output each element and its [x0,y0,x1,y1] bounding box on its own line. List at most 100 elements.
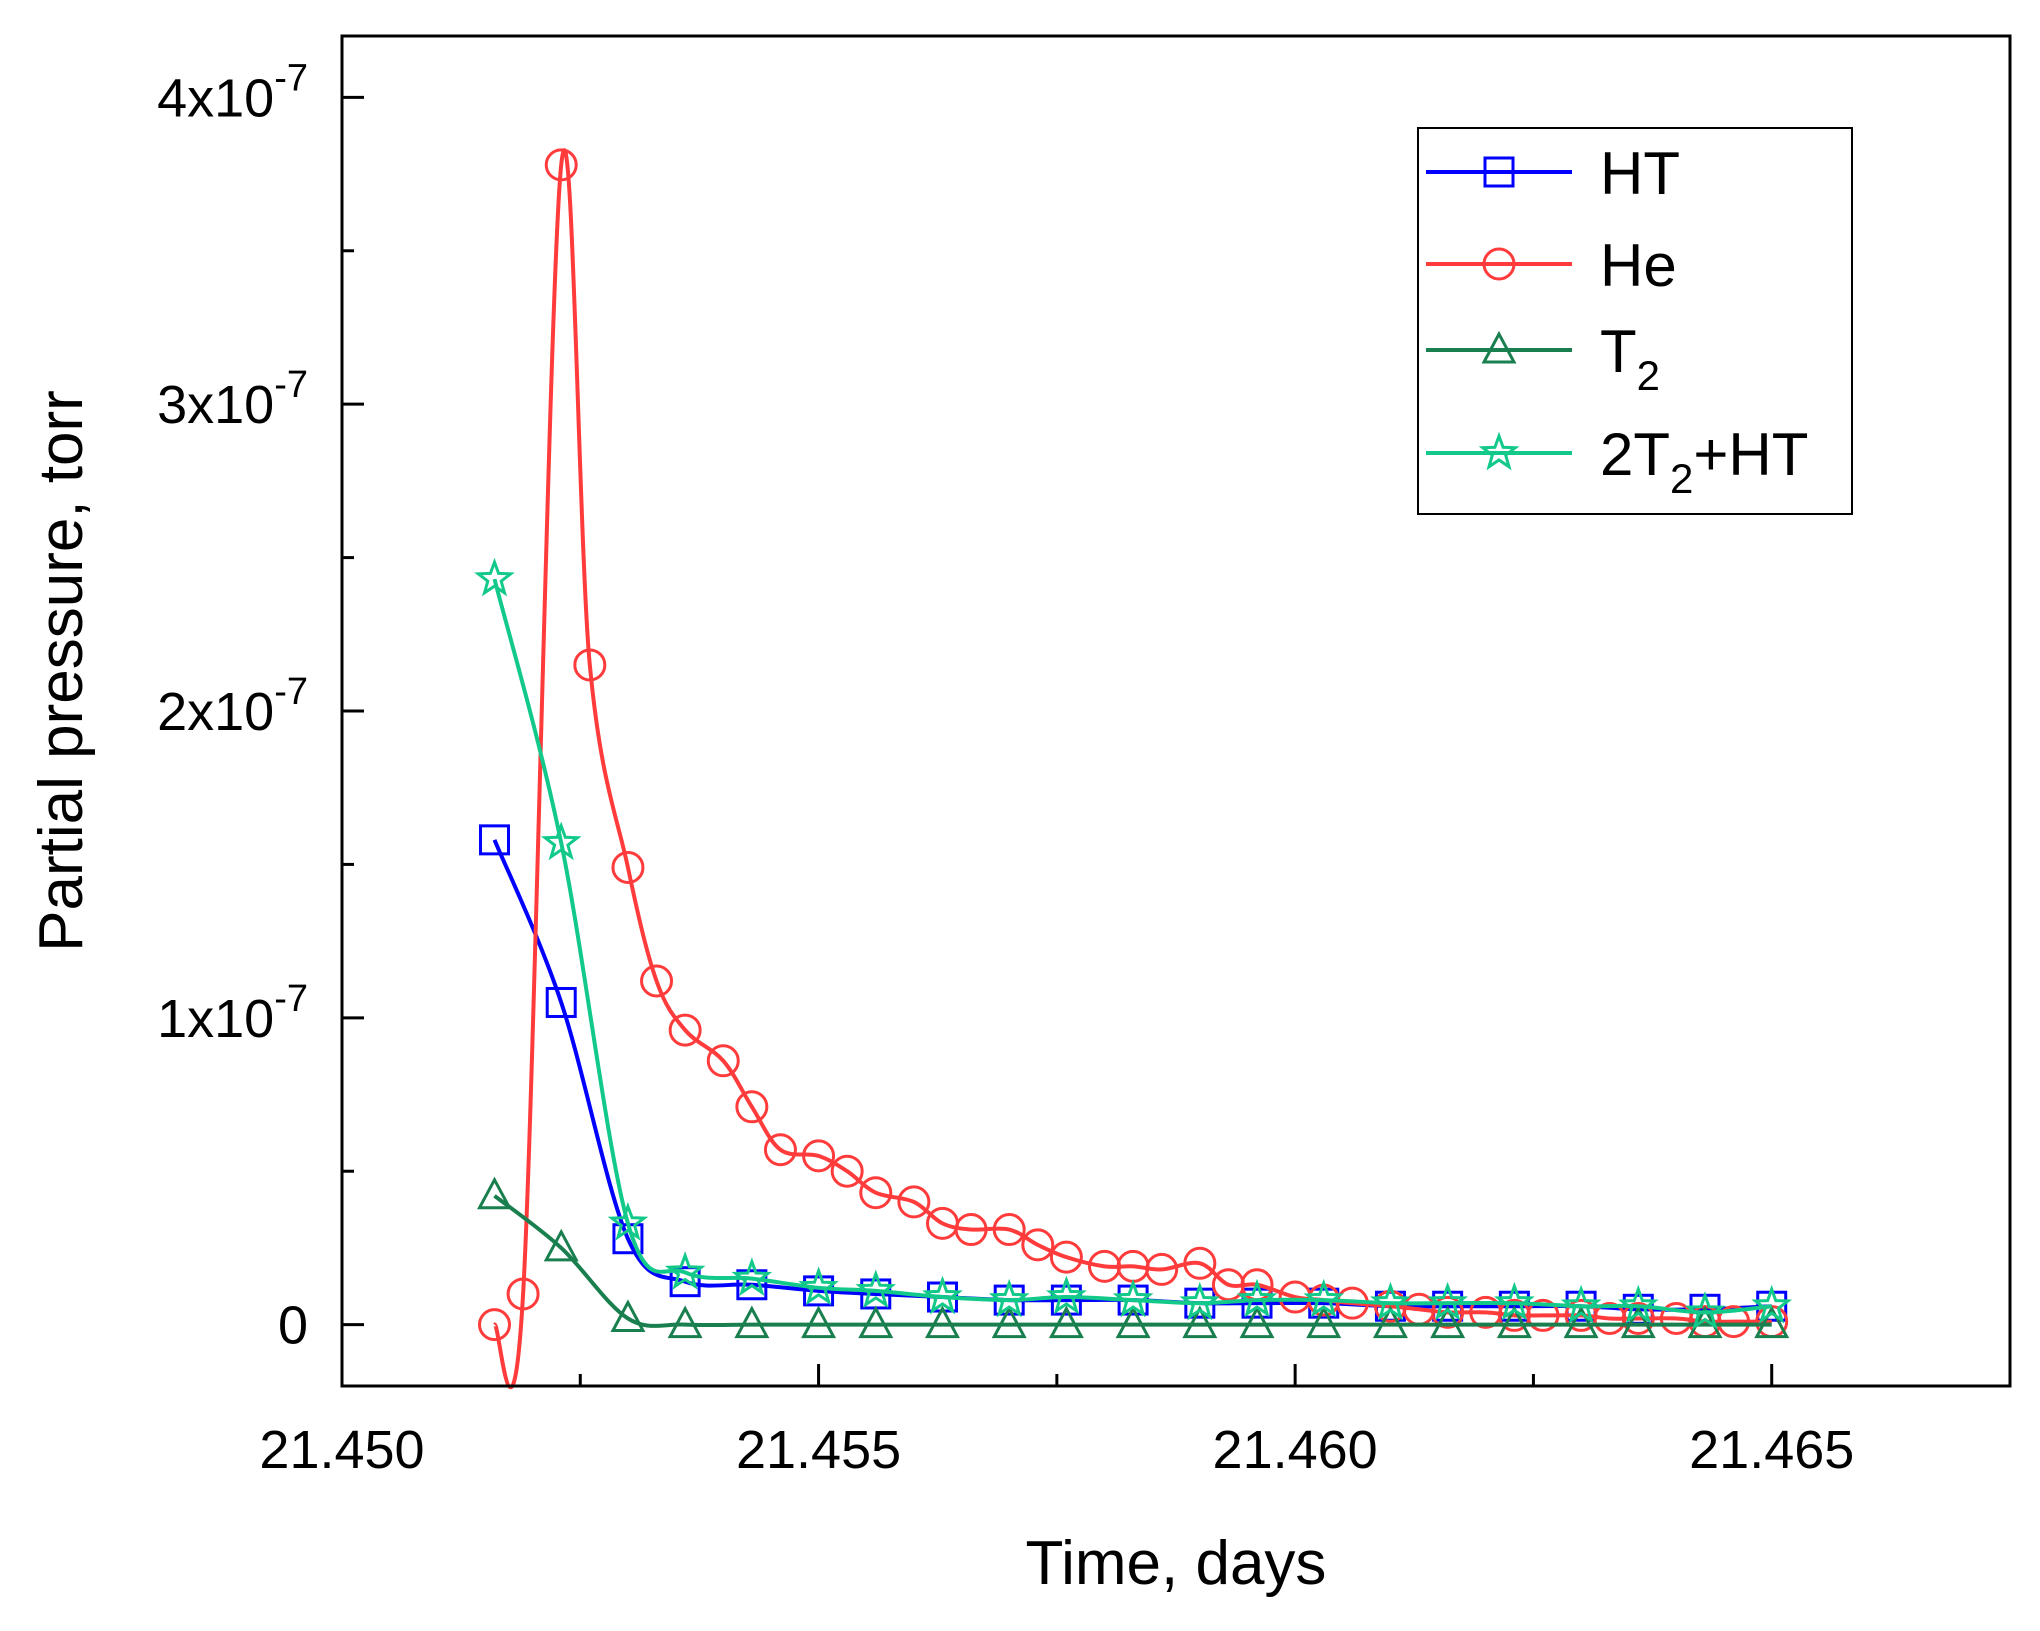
data-point-t2 [610,1299,646,1332]
data-point-he [1621,1302,1655,1335]
data-point-2t2-ht [1046,1275,1087,1315]
data-point-he [1049,1240,1083,1274]
data-point-he [478,1308,512,1342]
series-t2 [476,1176,1790,1339]
legend-marker-triangle-icon [1481,330,1517,364]
data-point-2t2-ht [474,557,515,597]
y-tick-label: 4x10-7 [157,57,308,128]
data-point-2t2-ht [731,1257,773,1296]
data-point-t2 [858,1305,894,1339]
legend-item-ht: HT [1426,140,1680,207]
data-point-t2 [1563,1305,1599,1339]
data-point-ht [1050,1284,1082,1316]
data-point-he [859,1176,893,1210]
data-point-he [573,648,607,682]
legend-box [1417,127,1853,515]
x-tick-label: 21.450 [259,1420,424,1480]
data-point-t2 [1754,1305,1790,1339]
data-point-he [706,1044,740,1078]
x-tick-label: 21.455 [736,1420,901,1480]
y-tick-mantissa: 2x10 [157,682,274,742]
data-point-2t2-ht [1427,1281,1468,1321]
data-point-2t2-ht [1112,1278,1154,1318]
data-point-ht [736,1269,768,1301]
data-point-t2 [801,1305,837,1339]
data-point-2t2-ht [1236,1278,1278,1318]
y-tick-exponent: -7 [274,671,308,713]
data-point-2t2-ht [798,1266,839,1306]
legend-label-base: HT [1600,140,1680,207]
series-line-ht [492,839,1772,1312]
data-point-ht [545,986,577,1018]
data-point-he [763,1133,797,1167]
legend-marker-circle-icon [1482,247,1516,281]
y-tick-label: 3x10-7 [157,364,308,435]
y-tick-mantissa: 1x10 [157,989,274,1049]
legend-marker-star-icon [1478,431,1520,471]
data-point-he [992,1213,1026,1247]
data-point-2t2-ht [1751,1284,1793,1324]
data-point-t2 [1372,1305,1408,1339]
data-point-2t2-ht [1179,1281,1221,1321]
series-2t2-ht [474,557,1793,1330]
data-point-t2 [924,1305,960,1339]
data-point-t2 [1496,1305,1532,1339]
legend-item-t2: T2 [1426,318,1660,399]
x-tick-label: 21.465 [1689,1420,1854,1480]
legend-label: HT [1600,140,1680,207]
y-tick-label: 1x10-7 [157,978,308,1049]
data-point-2t2-ht [1617,1284,1659,1324]
data-point-ht [479,824,511,856]
y-tick-mantissa: 3x10 [157,375,274,435]
y-tick-label: 2x10-7 [157,671,308,742]
series-ht [479,824,1788,1325]
data-point-he [611,850,645,884]
legend-marker-square-icon [1483,156,1515,188]
legend-label: T2 [1600,318,1660,399]
y-tick-exponent: -7 [274,978,308,1020]
legend-label-base: He [1600,232,1677,299]
data-point-he [668,1013,702,1047]
data-point-t2 [1182,1305,1218,1339]
y-tick-exponent: -7 [274,57,308,99]
data-point-t2 [734,1305,770,1339]
data-point-t2 [1239,1305,1275,1339]
data-point-t2 [1620,1305,1656,1339]
legend-item-he: He [1426,232,1677,299]
data-point-he [897,1185,931,1219]
data-point-t2 [667,1305,703,1339]
axes-layer: 21.450 21.455 21.460 21.46501x10-72x10-73x1… [157,57,2012,1480]
x-axis-title: Time, days [1026,1529,1327,1598]
data-point-2t2-ht [988,1278,1030,1318]
data-point-2t2-ht [540,821,582,861]
data-point-he [954,1213,988,1247]
data-point-he [802,1139,836,1173]
data-point-he [1431,1295,1465,1329]
series-line-t2 [493,1194,1772,1328]
series-layer [474,148,1793,1390]
y-axis-title: Partial pressure, torr [27,390,96,952]
data-point-t2 [1306,1305,1342,1339]
data-point-t2 [1048,1305,1084,1339]
data-point-t2 [476,1176,513,1210]
data-point-2t2-ht [664,1251,706,1290]
data-point-2t2-ht [1560,1284,1602,1324]
data-point-ht [669,1266,701,1298]
series-line-2t2-ht [492,578,1772,1315]
data-point-2t2-ht [607,1202,649,1241]
data-point-he [1183,1246,1217,1280]
data-point-he [544,148,578,182]
data-point-2t2-ht [1494,1281,1535,1321]
y-tick-mantissa: 4x10 [157,68,274,128]
data-point-he [830,1154,864,1188]
data-point-t2 [1115,1305,1151,1339]
data-point-he [1145,1252,1179,1286]
y-tick-mantissa: 0 [278,1296,308,1356]
data-point-he [735,1090,769,1124]
legend-label: He [1600,232,1677,299]
data-point-he [1717,1305,1751,1339]
y-tick-label: 0 [278,1296,308,1356]
y-tick-exponent: -7 [274,364,308,406]
